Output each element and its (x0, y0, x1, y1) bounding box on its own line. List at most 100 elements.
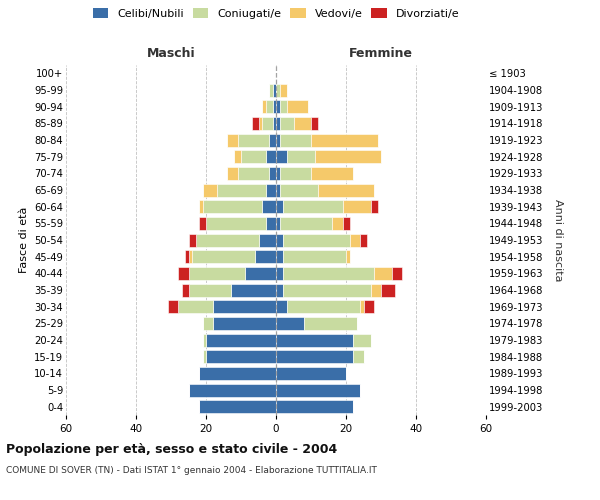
Bar (203, 184, 217, 196)
Legend: Celibi/Nubili, Coniugati/e, Vedovi/e, Divorziati/e: Celibi/Nubili, Coniugati/e, Vedovi/e, Di… (93, 8, 459, 19)
Bar (276, 217, 280, 230)
Bar (269, 84, 272, 96)
Bar (227, 167, 238, 180)
Bar (293, 117, 311, 130)
Bar (276, 200, 283, 213)
Bar (203, 317, 213, 330)
Bar (188, 250, 192, 263)
Bar (182, 284, 188, 296)
Bar (276, 284, 283, 296)
Y-axis label: Anni di nascita: Anni di nascita (553, 198, 563, 281)
Bar (283, 267, 374, 280)
Bar (283, 200, 343, 213)
Bar (332, 217, 343, 230)
Bar (230, 284, 276, 296)
Text: Popolazione per età, sesso e stato civile - 2004: Popolazione per età, sesso e stato civil… (6, 442, 337, 456)
Bar (311, 167, 353, 180)
Bar (360, 234, 367, 246)
Bar (280, 117, 293, 130)
Bar (276, 167, 280, 180)
Bar (196, 234, 259, 246)
Bar (199, 217, 206, 230)
Bar (276, 84, 280, 96)
Bar (262, 200, 276, 213)
Bar (276, 150, 287, 163)
Bar (203, 350, 206, 363)
Bar (311, 117, 318, 130)
Bar (265, 217, 276, 230)
Bar (314, 150, 381, 163)
Bar (199, 367, 276, 380)
Bar (238, 134, 269, 146)
Bar (213, 300, 276, 313)
Bar (276, 250, 283, 263)
Bar (280, 134, 311, 146)
Text: Femmine: Femmine (349, 47, 413, 60)
Bar (318, 184, 374, 196)
Bar (269, 167, 276, 180)
Bar (178, 267, 188, 280)
Bar (272, 117, 276, 130)
Bar (276, 100, 280, 113)
Bar (283, 250, 346, 263)
Y-axis label: Fasce di età: Fasce di età (19, 207, 29, 273)
Bar (199, 400, 276, 413)
Bar (262, 117, 272, 130)
Bar (272, 84, 276, 96)
Bar (287, 100, 308, 113)
Bar (353, 350, 364, 363)
Bar (227, 134, 238, 146)
Bar (272, 100, 276, 113)
Bar (276, 350, 353, 363)
Bar (251, 117, 259, 130)
Bar (265, 184, 276, 196)
Bar (255, 250, 276, 263)
Bar (280, 217, 332, 230)
Bar (276, 267, 283, 280)
Bar (199, 200, 203, 213)
Bar (269, 134, 276, 146)
Bar (185, 250, 188, 263)
Bar (245, 267, 276, 280)
Text: Maschi: Maschi (146, 47, 196, 60)
Bar (265, 100, 272, 113)
Bar (276, 400, 353, 413)
Bar (234, 150, 241, 163)
Bar (217, 184, 265, 196)
Bar (283, 284, 371, 296)
Bar (188, 234, 196, 246)
Bar (276, 334, 353, 346)
Bar (343, 200, 371, 213)
Bar (280, 100, 287, 113)
Bar (276, 367, 346, 380)
Bar (262, 100, 265, 113)
Bar (259, 117, 262, 130)
Bar (203, 334, 206, 346)
Bar (276, 234, 283, 246)
Bar (188, 284, 230, 296)
Bar (206, 217, 265, 230)
Bar (287, 150, 314, 163)
Bar (192, 250, 255, 263)
Bar (259, 234, 276, 246)
Bar (276, 384, 360, 396)
Bar (283, 234, 349, 246)
Bar (374, 267, 392, 280)
Bar (346, 250, 349, 263)
Bar (276, 117, 280, 130)
Bar (280, 84, 287, 96)
Bar (353, 334, 371, 346)
Bar (311, 134, 377, 146)
Text: COMUNE DI SOVER (TN) - Dati ISTAT 1° gennaio 2004 - Elaborazione TUTTITALIA.IT: COMUNE DI SOVER (TN) - Dati ISTAT 1° gen… (6, 466, 377, 475)
Bar (188, 384, 276, 396)
Bar (392, 267, 402, 280)
Bar (265, 150, 276, 163)
Bar (238, 167, 269, 180)
Bar (241, 150, 265, 163)
Bar (371, 284, 381, 296)
Bar (304, 317, 356, 330)
Bar (371, 200, 377, 213)
Bar (178, 300, 213, 313)
Bar (349, 234, 360, 246)
Bar (276, 184, 280, 196)
